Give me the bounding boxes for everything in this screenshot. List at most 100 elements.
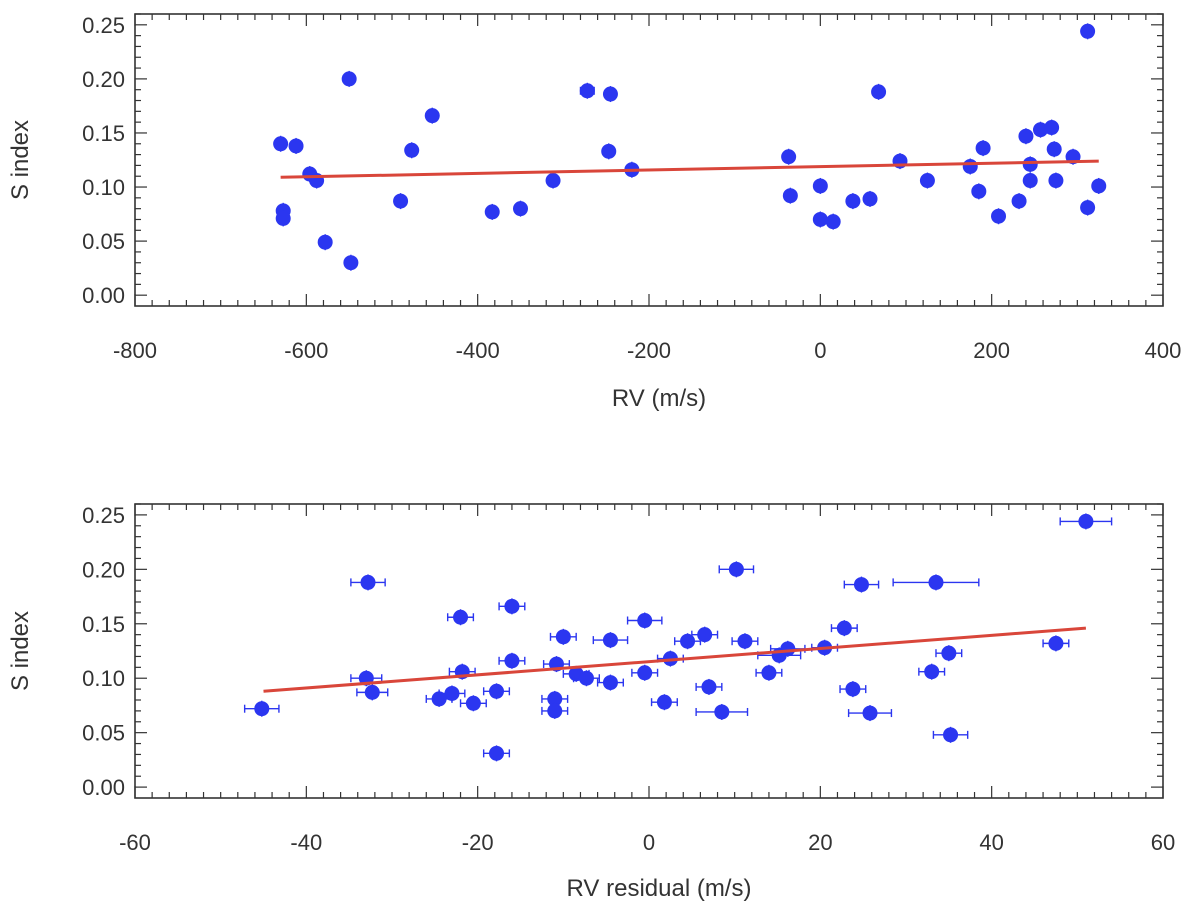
data-point xyxy=(637,665,653,681)
data-point xyxy=(836,620,852,636)
data-point xyxy=(656,694,672,710)
y-tick-label: 0.25 xyxy=(82,13,125,38)
data-point xyxy=(504,598,520,614)
y-axis-label: S index xyxy=(7,120,34,200)
data-point xyxy=(943,727,959,743)
data-point xyxy=(714,704,730,720)
data-point xyxy=(812,178,828,194)
data-point xyxy=(1046,141,1062,157)
x-tick-label: 0 xyxy=(643,830,655,855)
data-point xyxy=(697,627,713,643)
y-tick-label: 0.20 xyxy=(82,67,125,92)
x-tick-label: -200 xyxy=(627,338,671,363)
data-point xyxy=(862,191,878,207)
x-tick-label: 20 xyxy=(808,830,832,855)
x-tick-label: 400 xyxy=(1145,338,1182,363)
y-tick-label: 0.15 xyxy=(82,121,125,146)
y-tick-label: 0.05 xyxy=(82,721,125,746)
data-point xyxy=(971,183,987,199)
data-point xyxy=(602,86,618,102)
data-point xyxy=(275,210,291,226)
data-point xyxy=(579,83,595,99)
data-point xyxy=(928,574,944,590)
data-point xyxy=(812,211,828,227)
data-point xyxy=(1018,128,1034,144)
data-point xyxy=(555,629,571,645)
data-point xyxy=(444,685,460,701)
y-tick-label: 0.20 xyxy=(82,557,125,582)
linear-fit-line xyxy=(280,159,1099,179)
data-point xyxy=(1091,178,1107,194)
data-point xyxy=(862,705,878,721)
data-point xyxy=(602,675,618,691)
data-point xyxy=(1032,122,1048,138)
x-tick-label: -400 xyxy=(456,338,500,363)
data-point xyxy=(1048,173,1064,189)
data-point xyxy=(637,613,653,629)
data-point xyxy=(317,234,333,250)
data-point xyxy=(737,633,753,649)
y-tick-label: 0.05 xyxy=(82,229,125,254)
top-panel-rv: -800 -600 -400 -200 0 200 400 0.00 0.05 0.10 0.15 0… xyxy=(7,13,1181,412)
x-axis-label: RV residual (m/s) xyxy=(567,875,752,902)
data-point xyxy=(364,684,380,700)
x-tick-label: 60 xyxy=(1151,830,1175,855)
data-point xyxy=(1044,120,1060,136)
data-point xyxy=(341,71,357,87)
data-point xyxy=(853,577,869,593)
y-tick-label: 0.00 xyxy=(82,775,125,800)
data-point xyxy=(424,108,440,124)
data-point xyxy=(404,142,420,158)
data-point xyxy=(962,158,978,174)
data-point xyxy=(393,193,409,209)
data-point xyxy=(975,140,991,156)
y-axis-label: S index xyxy=(7,611,34,691)
data-point xyxy=(1078,513,1094,529)
data-point xyxy=(601,143,617,159)
x-tick-label: -60 xyxy=(119,830,151,855)
data-point xyxy=(465,695,481,711)
data-point xyxy=(453,609,469,625)
plot-frame xyxy=(134,503,1164,799)
data-point xyxy=(489,683,505,699)
x-tick-label: -600 xyxy=(284,338,328,363)
plot-frame xyxy=(134,13,1164,307)
data-point xyxy=(578,670,594,686)
x-tick-label: 40 xyxy=(979,830,1003,855)
data-point xyxy=(941,645,957,661)
data-point xyxy=(1080,23,1096,39)
data-point xyxy=(1022,173,1038,189)
data-point xyxy=(825,214,841,230)
data-point xyxy=(919,173,935,189)
x-tick-label: -40 xyxy=(290,830,322,855)
x-tick-label: -20 xyxy=(462,830,494,855)
data-point xyxy=(781,149,797,165)
data-point xyxy=(871,84,887,100)
data-point xyxy=(845,193,861,209)
data-point xyxy=(484,204,500,220)
data-point xyxy=(489,745,505,761)
y-tick-label: 0.15 xyxy=(82,612,125,637)
data-point xyxy=(1011,193,1027,209)
data-point xyxy=(701,679,717,695)
data-point xyxy=(845,681,861,697)
data-point xyxy=(547,703,563,719)
data-point xyxy=(547,691,563,707)
data-point xyxy=(680,633,696,649)
data-point xyxy=(513,201,528,217)
data-point xyxy=(273,136,289,152)
data-point xyxy=(254,701,270,717)
x-tick-label: -800 xyxy=(113,338,157,363)
data-point xyxy=(360,574,376,590)
data-point xyxy=(780,641,796,657)
y-tick-label: 0.25 xyxy=(82,503,125,528)
y-tick-label: 0.10 xyxy=(82,666,125,691)
y-tick-label: 0.10 xyxy=(82,175,125,200)
data-point xyxy=(1022,156,1038,172)
data-point xyxy=(602,632,618,648)
data-point xyxy=(924,664,940,680)
data-point xyxy=(504,653,520,669)
x-axis-label: RV (m/s) xyxy=(612,385,706,412)
data-point xyxy=(288,138,304,154)
